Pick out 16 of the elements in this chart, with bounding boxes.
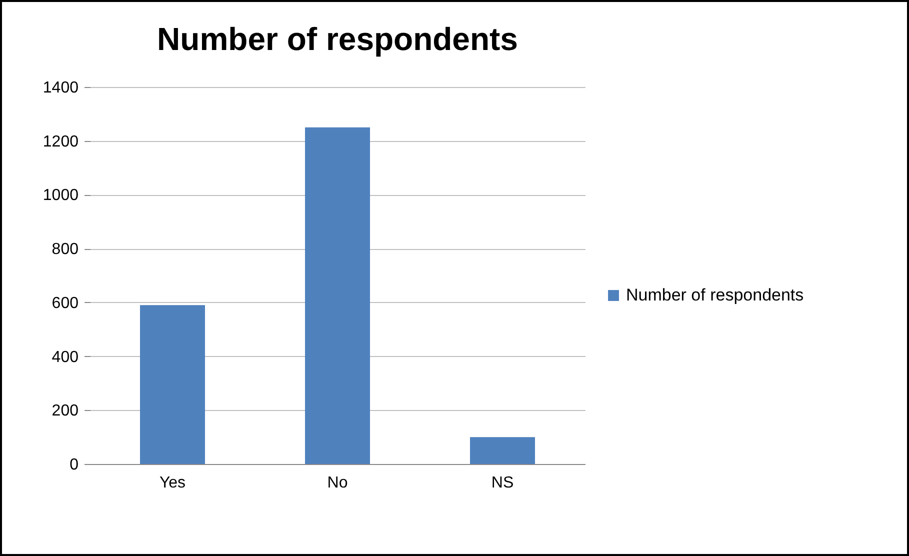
y-tick-label: 1200: [42, 133, 79, 150]
legend-label: Number of respondents: [626, 286, 804, 304]
y-tick-label: 200: [52, 402, 79, 420]
y-tick-label: 400: [52, 348, 79, 366]
y-tick-label: 1000: [42, 187, 79, 204]
y-tick-label: 600: [52, 294, 79, 312]
chart-title: Number of respondents: [157, 21, 518, 57]
bar: [140, 305, 205, 464]
y-tick-label: 0: [70, 456, 79, 474]
x-tick-label: No: [327, 474, 348, 492]
bar: [305, 127, 370, 464]
x-tick-label: Yes: [159, 474, 186, 492]
y-tick-label: 800: [52, 241, 79, 258]
x-tick-label: NS: [491, 474, 514, 492]
bar: [470, 437, 535, 464]
y-tick-label: 1400: [42, 80, 79, 96]
